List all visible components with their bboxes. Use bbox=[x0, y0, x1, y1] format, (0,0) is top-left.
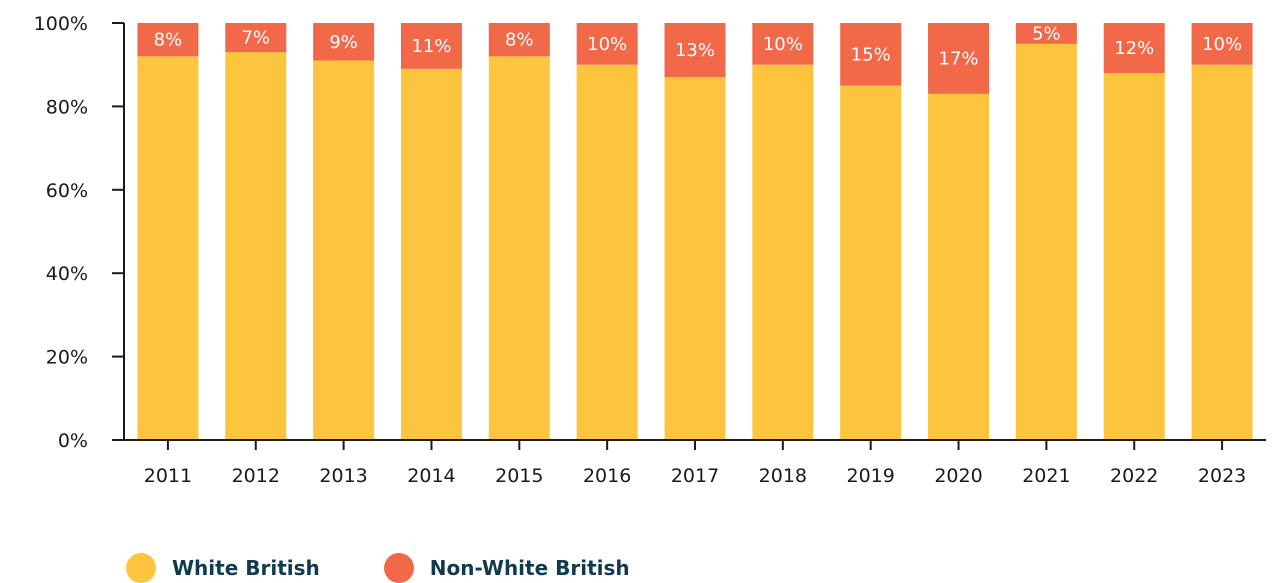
x-tick-label: 2011 bbox=[144, 465, 192, 487]
x-tick-label: 2018 bbox=[759, 465, 807, 487]
bar-non-white-british bbox=[752, 23, 814, 65]
bar-non-white-british bbox=[400, 23, 462, 69]
data-label: 9% bbox=[329, 32, 358, 53]
legend: White British Non-White British bbox=[126, 553, 694, 583]
y-tick-label: 60% bbox=[46, 180, 88, 202]
bar-white-british bbox=[1103, 73, 1165, 440]
x-axis: 2011 2012 2013 2014 2015 2016 2017 2018 2019 2020… bbox=[124, 439, 1266, 487]
bar-non-white-british bbox=[225, 23, 287, 53]
bar-non-white-british bbox=[137, 23, 199, 57]
x-tick-label: 2014 bbox=[407, 465, 455, 487]
bar-white-british bbox=[1191, 64, 1253, 440]
bar-white-british bbox=[840, 85, 902, 441]
bar-non-white-british bbox=[313, 23, 375, 61]
data-label: 10% bbox=[763, 34, 803, 55]
y-tick-label: 20% bbox=[46, 347, 88, 369]
bar-white-british bbox=[137, 56, 199, 441]
y-axis: 0% 20% 40% 60% 80% 100% bbox=[34, 13, 125, 452]
bar-white-british bbox=[1015, 43, 1077, 440]
x-tick-label: 2019 bbox=[847, 465, 895, 487]
x-tick-label: 2012 bbox=[232, 465, 280, 487]
bar-white-british bbox=[313, 60, 375, 440]
bar-non-white-british bbox=[1015, 23, 1077, 44]
bar-non-white-british bbox=[576, 23, 638, 65]
x-tick-label: 2013 bbox=[319, 465, 367, 487]
data-label: 8% bbox=[154, 30, 183, 51]
x-tick-label: 2015 bbox=[495, 465, 543, 487]
bar-non-white-british bbox=[488, 23, 550, 57]
data-label: 12% bbox=[1114, 38, 1154, 59]
bar-white-british bbox=[664, 77, 726, 441]
data-label: 8% bbox=[505, 30, 534, 51]
data-label: 15% bbox=[851, 44, 891, 65]
x-tick-label: 2022 bbox=[1110, 465, 1158, 487]
bar-non-white-british bbox=[664, 23, 726, 78]
x-tick-label: 2021 bbox=[1022, 465, 1070, 487]
y-tick-label: 100% bbox=[34, 13, 88, 35]
bar-non-white-british bbox=[928, 23, 990, 94]
legend-swatch-white-british bbox=[126, 553, 156, 583]
bar-white-british bbox=[752, 64, 814, 440]
x-tick-label: 2020 bbox=[934, 465, 982, 487]
legend-swatch-non-white-british bbox=[383, 553, 414, 583]
y-tick-label: 40% bbox=[46, 263, 88, 285]
bar-non-white-british bbox=[840, 23, 902, 86]
data-label: 10% bbox=[1202, 34, 1242, 55]
stacked-bar-chart: 0% 20% 40% 60% 80% 100% 8% 7% 9% 11% 8% 10% 13% 10% 1… bbox=[34, 13, 1266, 487]
bar-white-british bbox=[488, 56, 550, 441]
bar-white-british bbox=[576, 64, 638, 440]
data-label: 10% bbox=[587, 34, 627, 55]
data-label: 17% bbox=[939, 48, 979, 69]
data-label: 11% bbox=[411, 36, 451, 57]
x-tick-label: 2016 bbox=[583, 465, 631, 487]
legend-label: White British bbox=[172, 556, 320, 580]
x-tick-label: 2017 bbox=[671, 465, 719, 487]
y-tick-label: 80% bbox=[46, 96, 88, 118]
y-tick-label: 0% bbox=[58, 430, 88, 452]
data-label: 13% bbox=[675, 40, 715, 61]
data-label: 7% bbox=[241, 28, 270, 49]
legend-label: Non-White British bbox=[429, 556, 630, 580]
legend-item-non-white-british: Non-White British bbox=[383, 553, 630, 583]
data-label: 5% bbox=[1032, 23, 1061, 44]
x-tick-label: 2023 bbox=[1198, 465, 1246, 487]
bar-non-white-british bbox=[1103, 23, 1165, 74]
bar-non-white-british bbox=[1191, 23, 1253, 65]
bar-white-british bbox=[928, 93, 990, 440]
bar-white-british bbox=[400, 68, 462, 441]
bar-white-british bbox=[225, 52, 287, 440]
bars: 8% 7% 9% 11% 8% 10% 13% 10% 15% 17% 5% 12% 10% bbox=[137, 23, 1253, 441]
legend-item-white-british: White British bbox=[126, 553, 320, 583]
